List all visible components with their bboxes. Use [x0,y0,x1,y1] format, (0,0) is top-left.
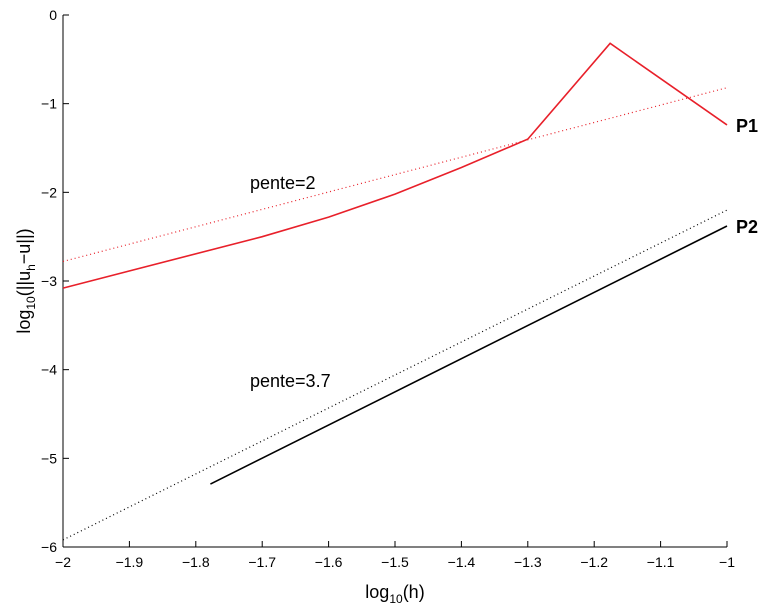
x-tick-label: −1.6 [315,554,343,570]
series-label: P2 [736,217,758,237]
y-tick-label: −4 [41,362,57,378]
x-tick-label: −1.3 [514,554,542,570]
x-tick-label: −1 [719,554,735,570]
slope-annotation: pente=2 [250,173,316,193]
x-axis-label: log10(h) [365,582,424,606]
x-tick-label: −1.7 [248,554,276,570]
series-line [210,225,728,485]
y-axis-label: log10(||uh−u||) [14,228,38,333]
x-tick-label: −1.4 [448,554,476,570]
x-tick-label: −1.9 [116,554,144,570]
y-tick-label: −2 [41,184,57,200]
series-label: P1 [736,116,758,136]
reference-line [62,209,728,541]
x-tick-label: −2 [55,554,71,570]
reference-line [62,87,728,263]
y-tick-label: 0 [49,7,57,23]
x-tick-label: −1.1 [647,554,675,570]
y-tick-label: −1 [41,96,57,112]
x-tick-label: −1.8 [182,554,210,570]
x-tick-label: −1.2 [580,554,608,570]
series-line [62,42,728,289]
y-tick-label: −6 [41,539,57,555]
x-tick-label: −1.5 [381,554,409,570]
slope-annotation: pente=3.7 [250,371,331,391]
y-tick-label: −5 [41,450,57,466]
y-tick-label: −3 [41,273,57,289]
